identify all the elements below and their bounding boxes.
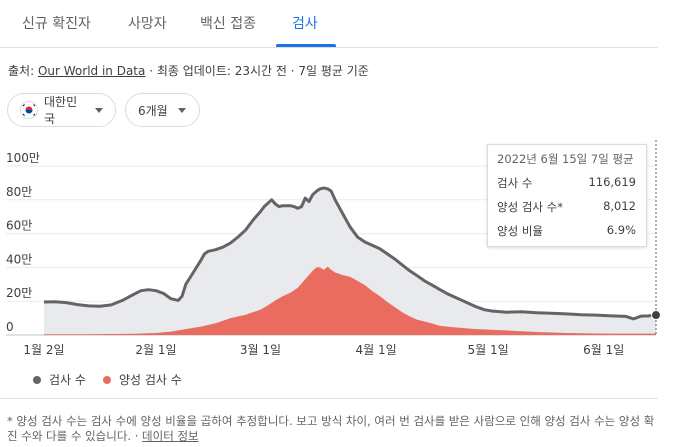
- tab-vaccinations[interactable]: 백신 접종: [200, 16, 256, 32]
- tooltip-value: 116,619: [588, 175, 636, 189]
- legend-label: 검사 수: [49, 373, 86, 387]
- chevron-down-icon: [95, 107, 103, 113]
- legend-item-positive: 양성 검사 수: [103, 371, 182, 388]
- y-tick-label: 60만: [6, 219, 32, 233]
- data-info-link[interactable]: 데이터 정보: [142, 429, 199, 443]
- tests-line: [43, 186, 657, 321]
- footnote: * 양성 검사 수는 검사 수에 양성 비율을 곱하여 추정합니다. 보고 방식…: [7, 414, 657, 444]
- tab-new-cases[interactable]: 신규 확진자: [22, 16, 91, 32]
- chevron-down-icon: [177, 107, 186, 113]
- y-tick-label: 0: [6, 320, 14, 334]
- y-tick-label: 20만: [6, 286, 32, 300]
- tooltip-label: 양성 검사 수*: [497, 200, 563, 214]
- legend-dot-icon: [103, 375, 111, 384]
- source-line: 출처: Our World in Data · 최종 업데이트: 23시간 전 …: [8, 62, 369, 79]
- hover-marker: [651, 310, 661, 321]
- tab-deaths[interactable]: 사망자: [128, 16, 167, 32]
- source-prefix: 출처:: [8, 64, 38, 78]
- legend-label: 양성 검사 수: [119, 373, 182, 387]
- tab-bar: 신규 확진자 사망자 백신 접종 검사: [0, 0, 658, 48]
- x-tick-label: 3월 1일: [240, 343, 281, 357]
- x-tick-label: 1월 2일: [23, 343, 64, 357]
- tests-area: [44, 188, 656, 335]
- tooltip-value: 6.9%: [606, 223, 636, 237]
- tooltip-row-positive: 양성 검사 수* 8,012: [497, 199, 636, 215]
- tooltip-value: 8,012: [603, 199, 636, 213]
- x-tick-label: 5월 1일: [467, 343, 508, 357]
- korea-flag-icon: [20, 101, 38, 119]
- active-tab-indicator: [276, 44, 336, 47]
- country-selector[interactable]: 대한민국: [7, 93, 116, 127]
- tooltip-label: 검사 수: [497, 176, 533, 190]
- tooltip-row-tests: 검사 수 116,619: [497, 175, 636, 191]
- positive-area: [44, 266, 656, 335]
- x-tick-label: 6월 1일: [583, 343, 624, 357]
- tooltip-label: 양성 비율: [497, 224, 543, 238]
- footnote-text: * 양성 검사 수는 검사 수에 양성 비율을 곱하여 추정합니다. 보고 방식…: [7, 414, 655, 443]
- tooltip-title: 2022년 6월 15일 7일 평균: [497, 152, 634, 166]
- tooltip-row-rate: 양성 비율 6.9%: [497, 223, 636, 239]
- divider: [0, 398, 658, 399]
- y-tick-label: 80만: [6, 185, 32, 199]
- tests-chart[interactable]: 0 20만 40만 60만 80만 100만 1월 2일 2월 1일 3월 1일 4월 1일 5월 …: [0, 140, 681, 365]
- country-label: 대한민국: [44, 95, 78, 126]
- chart-tooltip: 2022년 6월 15일 7일 평균 검사 수 116,619 양성 검사 수* 8…: [487, 144, 647, 247]
- legend-dot-icon: [33, 375, 41, 384]
- x-tick-label: 4월 1일: [356, 343, 397, 357]
- source-link[interactable]: Our World in Data: [37, 64, 146, 78]
- y-tick-label: 100만: [6, 151, 40, 165]
- range-label: 6개월: [138, 103, 168, 118]
- update-info: · 최종 업데이트: 23시간 전 · 7일 평균 기준: [145, 64, 369, 78]
- range-selector[interactable]: 6개월: [125, 93, 200, 127]
- legend-item-tests: 검사 수: [33, 371, 86, 388]
- x-tick-label: 2월 1일: [135, 343, 176, 357]
- y-tick-label: 40만: [6, 252, 32, 266]
- tab-tests[interactable]: 검사: [292, 16, 318, 32]
